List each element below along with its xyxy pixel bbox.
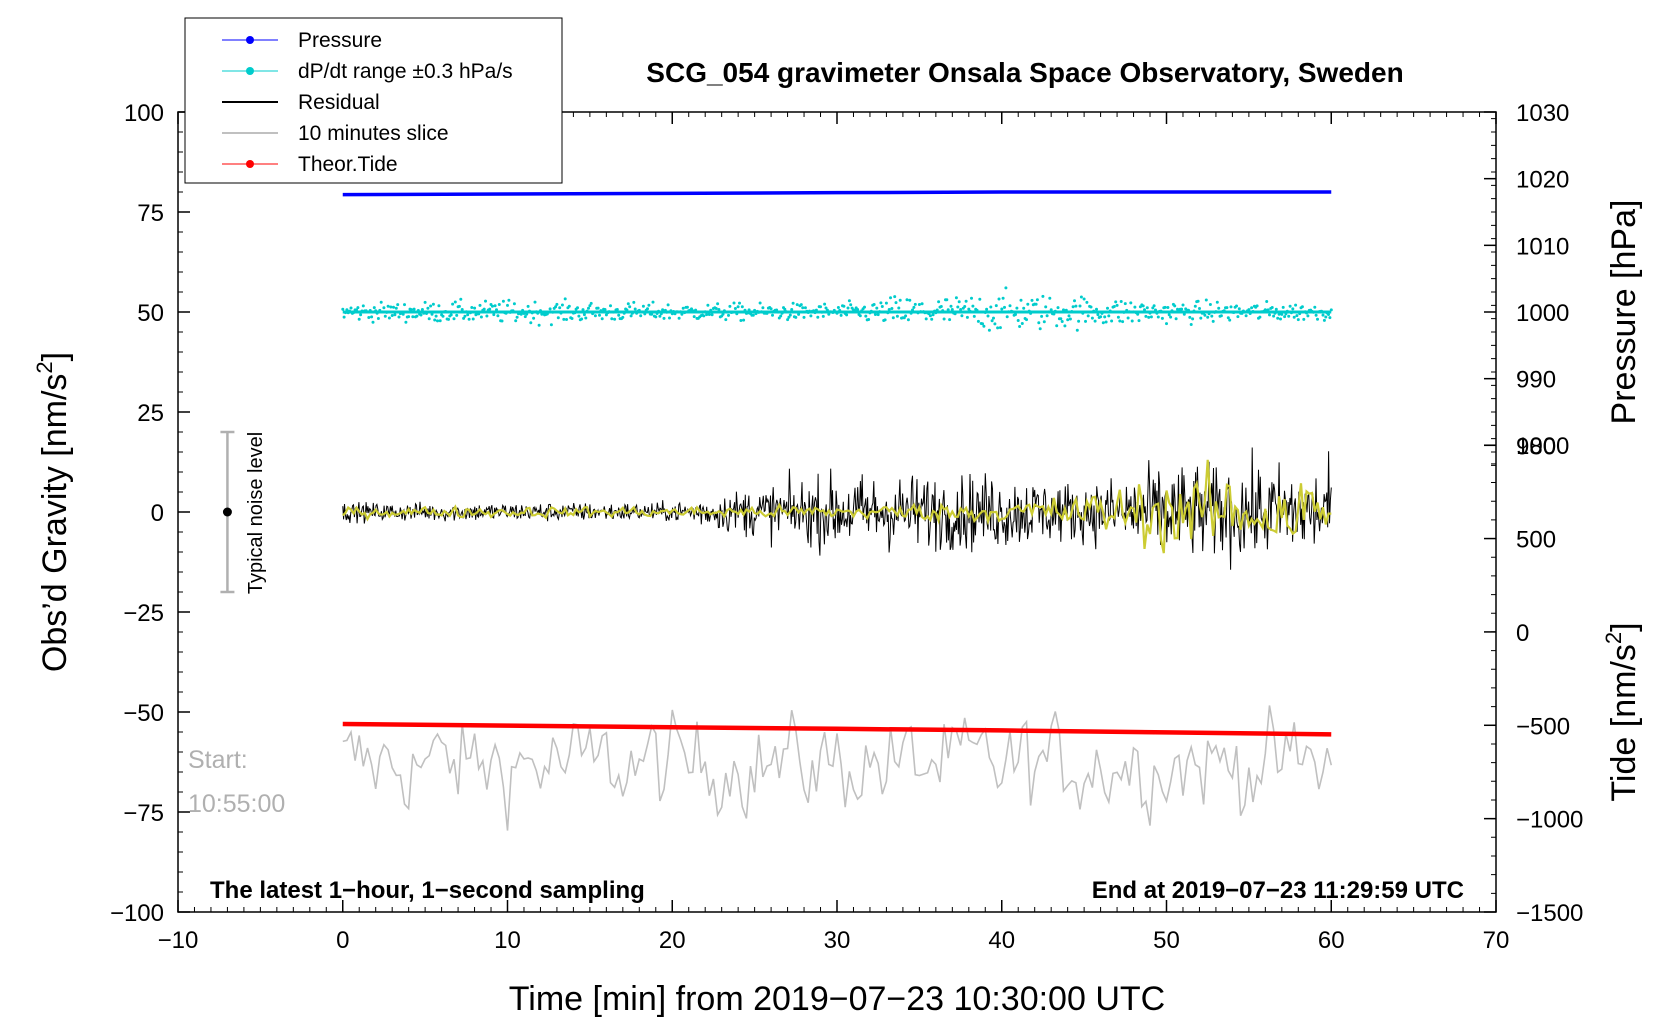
y-tick-label: −25 xyxy=(123,600,164,627)
legend-label: Theor.Tide xyxy=(298,153,398,176)
pressure-tick-label: 990 xyxy=(1516,367,1556,394)
x-axis: −10 0 10 20 30 40 50 60 70 xyxy=(158,112,1510,954)
start-label-line-2: 10:55:00 xyxy=(188,790,285,818)
x-tick-label: 60 xyxy=(1318,927,1345,954)
legend: Pressure dP/dt range ±0.3 hPa/s Residual 10… xyxy=(184,17,563,184)
tide-tick-label: −500 xyxy=(1516,713,1570,740)
legend-item: Residual xyxy=(222,91,380,114)
x-tick-label: 40 xyxy=(988,927,1015,954)
legend-item: Theor.Tide xyxy=(222,153,398,176)
legend-item: Pressure xyxy=(222,29,382,52)
pressure-axis-title: Pressure [hPa] xyxy=(1605,200,1643,425)
pressure-tick-label: 1020 xyxy=(1516,167,1569,194)
legend-box xyxy=(184,17,563,184)
series-pressure xyxy=(342,190,1332,197)
y-tick-label: 50 xyxy=(137,300,164,327)
x-tick-label: 0 xyxy=(336,927,349,954)
tide-axis-title-main: Tide [nm/s xyxy=(1605,644,1643,801)
y-tick-label: 100 xyxy=(124,100,164,127)
y-axis-tide: −1500 −1000 −500 0 500 1000 xyxy=(1484,433,1583,927)
legend-label: dP/dt range ±0.3 hPa/s xyxy=(298,60,513,83)
x-axis-title: Time [min] from 2019−07−23 10:30:00 UTC xyxy=(509,980,1165,1018)
series-dpdt-range xyxy=(341,286,1333,332)
series-residual-filtered xyxy=(342,459,1332,554)
legend-swatch-marker xyxy=(246,67,254,75)
legend-label: 10 minutes slice xyxy=(298,122,449,145)
start-label-line-1: Start: xyxy=(188,746,248,774)
typical-noise-bar: Typical noise level xyxy=(220,430,267,594)
chart-title: SCG_054 gravimeter Onsala Space Observat… xyxy=(646,57,1403,88)
noise-bar-center-dot xyxy=(222,507,232,517)
tide-axis-title-end: ] xyxy=(1605,622,1643,631)
x-tick-label: 20 xyxy=(659,927,686,954)
y-axis-title-end: ] xyxy=(36,352,74,361)
x-tick-label: 50 xyxy=(1153,927,1180,954)
pressure-tick-label: 980 xyxy=(1516,433,1556,460)
y-tick-label: −75 xyxy=(123,800,164,827)
x-tick-label: 30 xyxy=(824,927,851,954)
annotation-bottom-left: The latest 1−hour, 1−second sampling xyxy=(210,877,645,904)
series-layer xyxy=(341,190,1333,831)
series-residual xyxy=(342,447,1332,570)
y-axis-title-main: Obs’d Gravity [nm/s xyxy=(36,374,74,673)
legend-swatch-marker xyxy=(246,36,254,44)
pressure-tick-label: 1010 xyxy=(1516,233,1569,260)
legend-label: Pressure xyxy=(298,29,382,52)
series-theor-tide xyxy=(342,721,1332,737)
pressure-tick-label: 1030 xyxy=(1516,100,1569,127)
legend-item: dP/dt range ±0.3 hPa/s xyxy=(222,60,513,83)
y-tick-label: −100 xyxy=(110,900,164,927)
y-axis-pressure: 980 990 1000 1010 1020 1030 xyxy=(1484,100,1569,460)
y-tick-label: 75 xyxy=(137,200,164,227)
y-tick-label: −50 xyxy=(123,700,164,727)
y-axis-title: Obs’d Gravity [nm/s2] xyxy=(32,352,74,672)
series-10-minutes-slice xyxy=(342,705,1333,831)
legend-swatch-marker xyxy=(246,160,254,168)
tide-tick-label: 0 xyxy=(1516,620,1529,647)
x-tick-label: 10 xyxy=(494,927,521,954)
tide-tick-label: 500 xyxy=(1516,527,1556,554)
pressure-tick-label: 1000 xyxy=(1516,300,1569,327)
x-tick-label: −10 xyxy=(158,927,199,954)
tide-axis-title-sup: 2 xyxy=(1601,632,1626,644)
tide-axis-title: Tide [nm/s2] xyxy=(1601,622,1643,801)
tide-tick-label: −1500 xyxy=(1516,900,1583,927)
y-axis-gravity: −100 −75 −50 −25 0 25 50 75 100 xyxy=(110,100,190,927)
tide-tick-label: 1000 xyxy=(1516,433,1569,460)
tide-tick-label: −1000 xyxy=(1516,807,1583,834)
legend-label: Residual xyxy=(298,91,380,114)
noise-bar-label: Typical noise level xyxy=(245,432,267,594)
legend-item: 10 minutes slice xyxy=(222,122,449,145)
y-axis-title-sup: 2 xyxy=(32,361,57,373)
y-tick-label: 0 xyxy=(151,500,164,527)
y-tick-label: 25 xyxy=(137,400,164,427)
x-tick-label: 70 xyxy=(1483,927,1510,954)
annotation-bottom-right: End at 2019−07−23 11:29:59 UTC xyxy=(1092,877,1464,904)
